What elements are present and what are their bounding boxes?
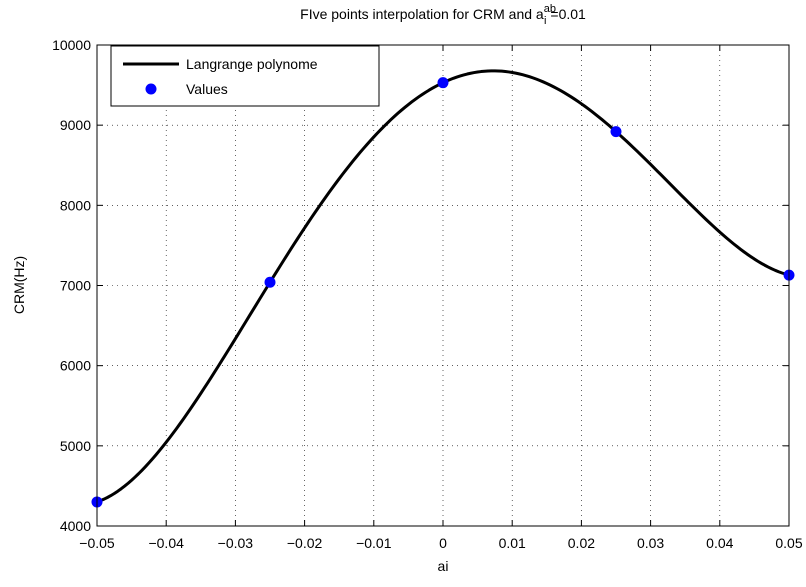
x-tick-label: 0.01 (499, 535, 526, 551)
x-axis-label: ai (438, 558, 449, 574)
x-tick-label: −0.03 (218, 535, 254, 551)
y-tick-label: 9000 (60, 117, 91, 133)
x-tick-labels: −0.05 −0.04 −0.03 −0.02 −0.01 0 0.01 0.02 0.03 0.… (79, 535, 803, 551)
x-tick-label: −0.02 (287, 535, 323, 551)
chart-title-main: FIve points interpolation for CRM and a (300, 6, 544, 22)
x-tick-label: −0.01 (356, 535, 392, 551)
x-tick-label: −0.04 (148, 535, 184, 551)
x-tick-label: 0.02 (568, 535, 595, 551)
chart-title-superscript: ab (544, 3, 556, 15)
value-point (437, 77, 449, 89)
x-tick-label: 0.03 (637, 535, 664, 551)
value-point (264, 276, 276, 288)
y-tick-label: 6000 (60, 358, 91, 374)
x-tick-label: −0.05 (79, 535, 115, 551)
x-tick-label: 0.05 (775, 535, 802, 551)
grid (96, 44, 790, 527)
legend-label-markers: Values (186, 81, 228, 97)
legend-label-line: Langrange polynome (186, 56, 318, 72)
y-tick-label: 4000 (60, 518, 91, 534)
y-tick-label: 7000 (60, 278, 91, 294)
y-tick-label: 8000 (60, 197, 91, 213)
y-tick-label: 5000 (60, 438, 91, 454)
value-point (610, 126, 622, 138)
legend-box (110, 45, 380, 107)
chart-title-suffix: =0.01 (550, 6, 586, 22)
legend: Langrange polynome Values (110, 45, 380, 107)
y-tick-label: 10000 (52, 37, 91, 53)
y-axis-label: CRM(Hz) (11, 256, 27, 314)
x-tick-label: 0.04 (706, 535, 733, 551)
y-tick-labels: 4000 5000 6000 7000 8000 9000 10000 (52, 37, 91, 534)
x-tick-label: 0 (439, 535, 447, 551)
legend-marker-swatch (145, 83, 157, 95)
chart-title: FIve points interpolation for CRM and aa… (300, 3, 586, 27)
chart-title-subscript: i (544, 15, 546, 27)
plot-frame (96, 44, 790, 527)
